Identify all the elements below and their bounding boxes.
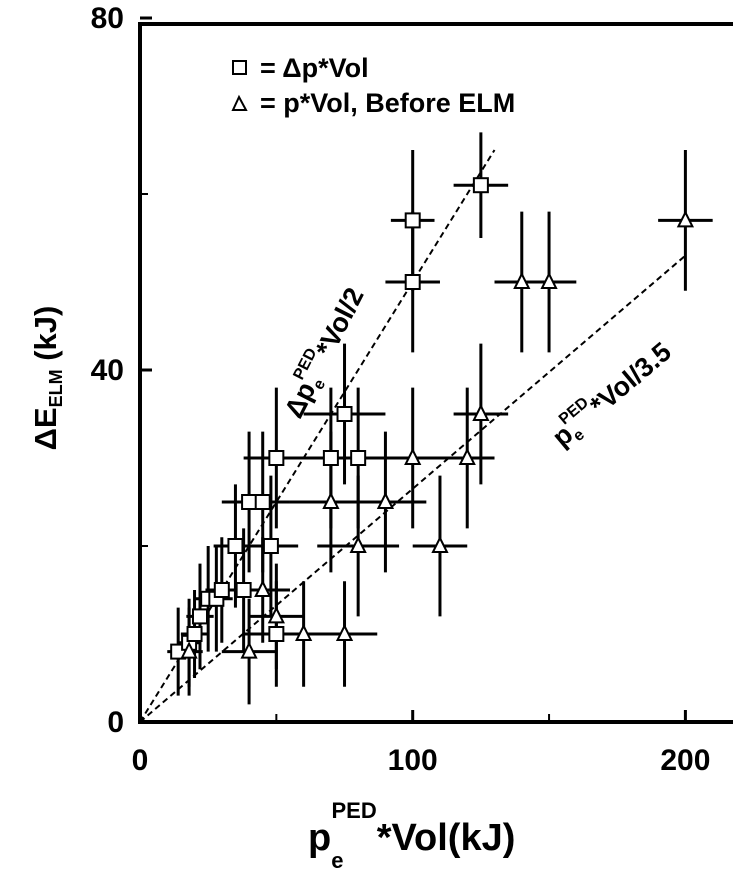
triangle-marker-3 [267, 606, 285, 624]
fit-label-shallow: pePED*Vol/3.5 [543, 333, 679, 456]
square-marker-6 [213, 582, 230, 598]
triangle-marker-11 [458, 447, 476, 465]
y-axis-label: ΔEELM (kJ) [28, 306, 66, 451]
y-axis-label-base: ΔE [28, 407, 63, 450]
x-tick-label-2: 200 [660, 744, 710, 777]
x-tick-label-1: 100 [388, 744, 438, 777]
legend: = Δp*Vol = p*Vol, Before ELM [231, 53, 515, 118]
square-marker-11 [262, 538, 279, 554]
y-axis-label-rest: (kJ) [28, 306, 63, 370]
triangle-marker-15 [676, 210, 695, 228]
square-marker-13 [268, 626, 285, 642]
square-marker-15 [336, 406, 353, 422]
x-axis-label-sup: PED [331, 798, 376, 823]
triangle-marker-8 [376, 491, 395, 509]
axis-ticks: 0 100 200 0 40 80 [91, 2, 711, 777]
square-marker-19 [472, 177, 489, 194]
triangle-marker-13 [513, 271, 531, 289]
y-tick-label-2: 80 [91, 2, 124, 35]
legend-square-text: = Δp*Vol [260, 53, 369, 83]
fit-label-shallow-rest: *Vol/3.5 [584, 337, 676, 421]
triangle-marker-5 [335, 623, 354, 641]
triangle-marker-1 [240, 641, 258, 659]
square-marker-7 [227, 538, 244, 554]
x-tick-label-0: 0 [132, 744, 149, 777]
legend-square-marker [232, 60, 247, 75]
y-tick-label-0: 0 [107, 706, 124, 739]
triangle-marker-2 [254, 579, 272, 597]
x-axis-label-sub: e [331, 848, 343, 873]
y-tick-label-1: 40 [91, 354, 124, 387]
square-marker-2 [186, 626, 203, 642]
legend-triangle-marker [231, 94, 248, 111]
fit-label-steep-rest: *Vol/2 [310, 283, 370, 362]
triangle-marker-6 [322, 491, 340, 509]
square-marker-12 [268, 450, 285, 466]
square-marker-18 [404, 212, 421, 229]
triangle-marker-10 [431, 535, 449, 553]
legend-triangle-text: = p*Vol, Before ELM [260, 88, 515, 118]
square-marker-8 [235, 582, 252, 598]
data-markers [170, 177, 695, 660]
triangle-marker-7 [349, 535, 367, 553]
y-axis-label-sub: ELM [46, 369, 66, 407]
x-axis-label: pe PED*Vol(kJ) [308, 798, 515, 873]
square-marker-14 [322, 450, 339, 466]
plot-frame [138, 22, 733, 724]
x-axis-label-base: p [308, 817, 331, 859]
triangle-marker-0 [180, 641, 198, 659]
square-marker-17 [404, 274, 421, 290]
triangle-marker-14 [540, 271, 558, 289]
square-marker-3 [191, 608, 208, 625]
x-axis-label-rest: *Vol(kJ) [377, 817, 516, 859]
error-bars [167, 132, 713, 705]
square-marker-16 [350, 450, 367, 466]
triangle-marker-9 [404, 447, 422, 465]
square-marker-9 [241, 494, 258, 510]
square-marker-10 [254, 494, 271, 510]
triangle-marker-12 [472, 403, 490, 421]
triangle-marker-4 [295, 623, 313, 641]
